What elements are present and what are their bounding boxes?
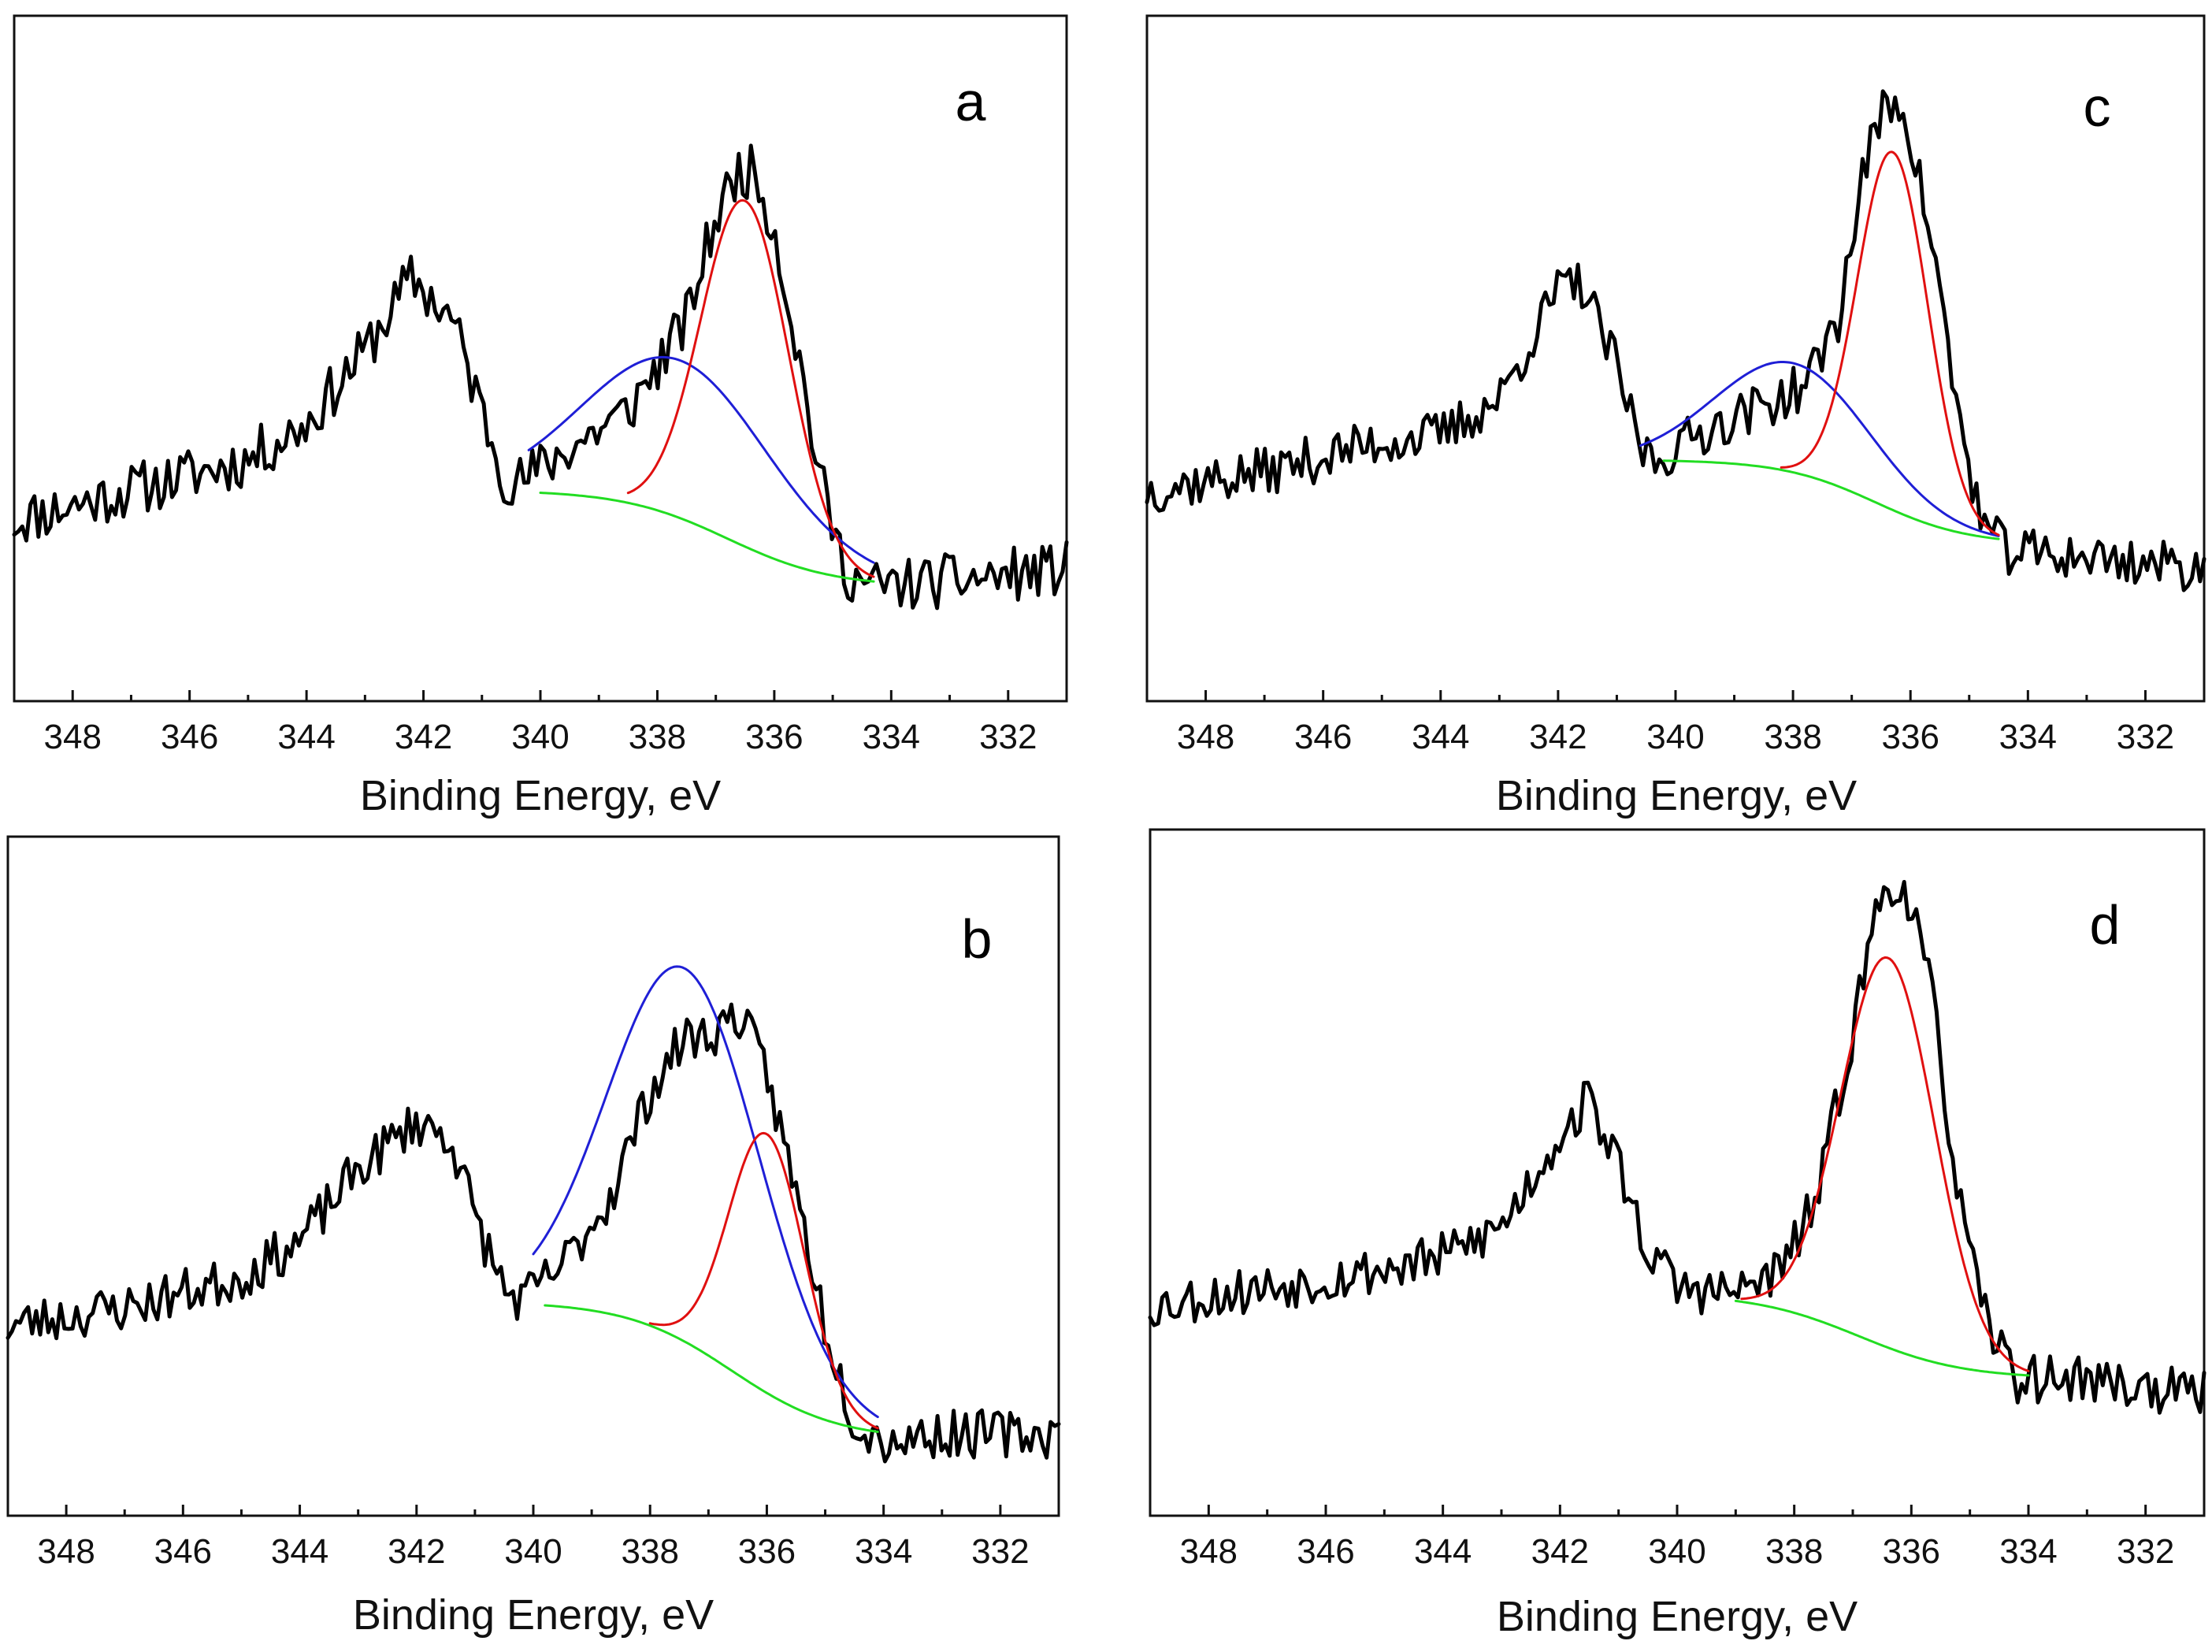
panel-d-x-tick-label: 342: [1531, 1532, 1589, 1571]
panel-c-x-tick-label: 346: [1294, 718, 1352, 756]
panel-b-x-tick-label: 344: [271, 1532, 328, 1571]
panel-c-x-tick-label: 340: [1646, 718, 1704, 756]
panel-d-ticks: 348 346 344 342 340 338 336 334 332: [1149, 1505, 2206, 1571]
panel-d-x-tick-label: 332: [2117, 1532, 2174, 1571]
panel-c-series-background: [1662, 459, 2000, 540]
panel-b-x-tick-label: 340: [504, 1532, 562, 1571]
panel-c-x-tick-label: 344: [1412, 718, 1469, 756]
panel-a-x-tick-label: 340: [511, 718, 569, 756]
panel-b-series-blue-component: [532, 965, 879, 1419]
panel-c-series-raw: [1145, 89, 2206, 592]
panel-a-x-tick-label: 334: [863, 718, 920, 756]
panel-a-series-raw: [12, 143, 1069, 611]
panel-b-plot: [6, 965, 1061, 1464]
panel-d-x-tick-label: 346: [1297, 1532, 1354, 1571]
panel-b-label: b: [962, 908, 993, 970]
panel-d-frame: [1149, 828, 2206, 1517]
panel-b-x-tick-label: 348: [37, 1532, 95, 1571]
panel-d-label: d: [2090, 894, 2121, 956]
panel-d-series-raw: [1148, 880, 2206, 1415]
panel-b-x-tick-label: 346: [154, 1532, 212, 1571]
panel-c-x-axis-label: Binding Energy, eV: [1496, 772, 1857, 819]
panel-c-frame: [1145, 14, 2206, 703]
panel-b-x-tick-label: 338: [622, 1532, 679, 1571]
panel-d: 348 346 344 342 340 338 336 334 332 d Binding En…: [1148, 828, 2206, 1640]
panel-c-x-tick-label: 348: [1177, 718, 1234, 756]
panel-d-series-background: [1734, 1299, 2030, 1377]
panel-d-x-axis-label: Binding Energy, eV: [1497, 1593, 1858, 1640]
panel-a-x-tick-label: 342: [395, 718, 452, 756]
panel-a-x-tick-label: 344: [277, 718, 335, 756]
panel-b-x-tick-label: 336: [738, 1532, 796, 1571]
panel-a-x-axis-label: Binding Energy, eV: [360, 772, 721, 819]
panel-d-x-tick-label: 340: [1648, 1532, 1705, 1571]
panel-a-x-tick-label: 336: [745, 718, 803, 756]
panel-b-x-axis-label: Binding Energy, eV: [353, 1591, 714, 1639]
panel-b-frame: [6, 835, 1060, 1517]
panel-c-x-tick-label: 334: [1999, 718, 2057, 756]
panel-d-x-tick-label: 338: [1765, 1532, 1823, 1571]
panel-c-plot: [1145, 89, 2206, 592]
panel-c: 348 346 344 342 340 338 336 334 332 c Binding En…: [1145, 14, 2206, 819]
panel-a-series-background: [539, 492, 875, 583]
panel-b-series-background: [544, 1304, 879, 1433]
panel-a-label: a: [956, 71, 986, 132]
panel-a-series-red-component: [626, 199, 875, 578]
panel-b: 348 346 344 342 340 338 336 334 332 b Binding En…: [6, 835, 1061, 1639]
panel-d-x-tick-label: 348: [1180, 1532, 1238, 1571]
panel-c-x-tick-label: 338: [1764, 718, 1821, 756]
panel-d-x-tick-label: 336: [1883, 1532, 1940, 1571]
panel-a-x-tick-label: 338: [629, 718, 686, 756]
panel-c-x-tick-label: 332: [2117, 718, 2174, 756]
panel-c-label: c: [2084, 76, 2111, 138]
panel-c-series-blue-component: [1639, 361, 2000, 537]
panel-a: 348 346 344 342 340 338 336 334 332 a Binding En…: [12, 14, 1069, 819]
panel-b-series-red-component: [648, 1131, 879, 1430]
panel-a-plot: [12, 143, 1069, 611]
panel-d-x-tick-label: 334: [1999, 1532, 2057, 1571]
panel-b-x-tick-label: 332: [971, 1532, 1029, 1571]
panel-c-ticks: 348 346 344 342 340 338 336 334 332: [1145, 690, 2206, 756]
panel-b-ticks: 348 346 344 342 340 338 336 334 332: [6, 1505, 1060, 1571]
panel-a-ticks: 348 346 344 342 340 338 336 334 332: [13, 690, 1068, 756]
panel-a-x-tick-label: 332: [979, 718, 1037, 756]
panel-c-x-tick-label: 342: [1529, 718, 1587, 756]
panel-d-series-red-component: [1740, 956, 2030, 1372]
panel-a-frame: [13, 14, 1068, 703]
panel-a-x-tick-label: 346: [161, 718, 218, 756]
panel-b-x-tick-label: 342: [388, 1532, 445, 1571]
panel-a-x-tick-label: 348: [44, 718, 102, 756]
panel-c-series-red-component: [1780, 150, 2000, 536]
panel-b-series-raw: [6, 1002, 1061, 1464]
panel-c-x-tick-label: 336: [1882, 718, 1939, 756]
panel-a-series-blue-component: [527, 355, 875, 564]
panel-d-plot: [1148, 880, 2206, 1415]
panel-b-x-tick-label: 334: [855, 1532, 912, 1571]
panel-d-x-tick-label: 344: [1414, 1532, 1472, 1571]
